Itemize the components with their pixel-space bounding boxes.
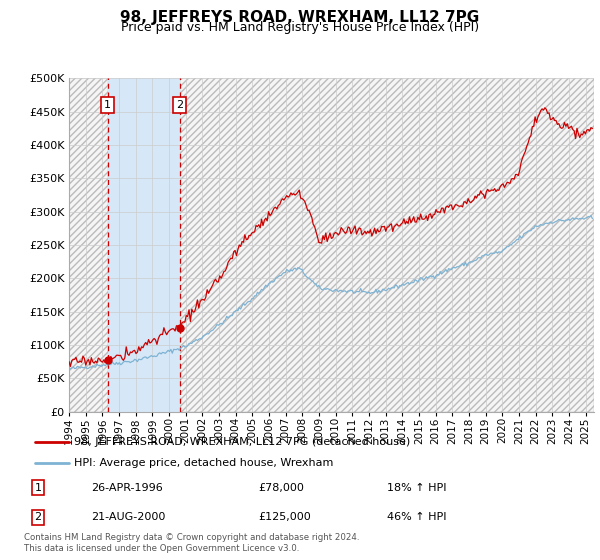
Bar xyxy=(107,78,179,412)
Text: 98, JEFFREYS ROAD, WREXHAM, LL12 7PG: 98, JEFFREYS ROAD, WREXHAM, LL12 7PG xyxy=(121,10,479,25)
Text: 46% ↑ HPI: 46% ↑ HPI xyxy=(387,512,446,522)
Text: 18% ↑ HPI: 18% ↑ HPI xyxy=(387,483,446,493)
Text: 2: 2 xyxy=(34,512,41,522)
Text: Contains HM Land Registry data © Crown copyright and database right 2024.
This d: Contains HM Land Registry data © Crown c… xyxy=(24,533,359,553)
Text: £78,000: £78,000 xyxy=(259,483,304,493)
Text: 21-AUG-2000: 21-AUG-2000 xyxy=(91,512,166,522)
Text: 26-APR-1996: 26-APR-1996 xyxy=(91,483,163,493)
Text: 1: 1 xyxy=(34,483,41,493)
Text: 2: 2 xyxy=(176,100,183,110)
Text: 98, JEFFREYS ROAD, WREXHAM, LL12 7PG (detached house): 98, JEFFREYS ROAD, WREXHAM, LL12 7PG (de… xyxy=(74,437,410,447)
Bar xyxy=(179,78,594,412)
Bar xyxy=(69,78,107,412)
Text: 1: 1 xyxy=(104,100,111,110)
Text: Price paid vs. HM Land Registry's House Price Index (HPI): Price paid vs. HM Land Registry's House … xyxy=(121,21,479,34)
Text: HPI: Average price, detached house, Wrexham: HPI: Average price, detached house, Wrex… xyxy=(74,458,334,468)
Text: £125,000: £125,000 xyxy=(259,512,311,522)
